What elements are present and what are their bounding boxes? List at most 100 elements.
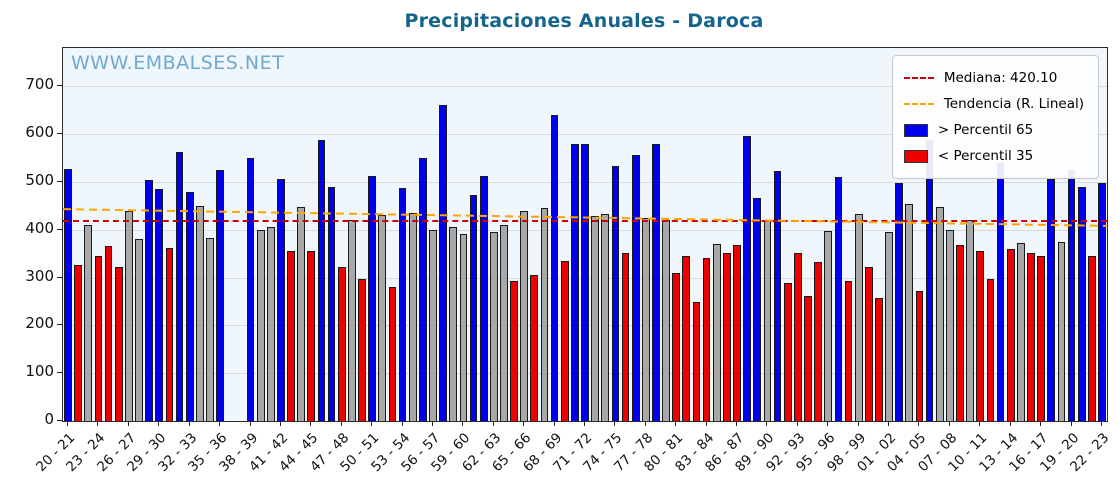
median-line <box>63 220 1107 223</box>
bar <box>540 208 549 421</box>
bar <box>408 212 417 421</box>
x-tick-mark <box>857 421 859 426</box>
bar <box>307 251 316 421</box>
bar <box>337 267 346 421</box>
bar <box>875 297 883 421</box>
gridline <box>63 86 1107 88</box>
bar <box>611 166 620 421</box>
y-tick-label: 500 <box>25 170 54 189</box>
bar <box>256 229 265 421</box>
x-tick-mark <box>462 421 464 426</box>
bar <box>388 287 397 421</box>
legend-p35-label: < Percentil 35 <box>937 148 1034 164</box>
y-tick-label: 0 <box>44 410 54 428</box>
bar <box>601 214 610 421</box>
x-tick-mark <box>219 421 221 426</box>
bar <box>64 169 72 421</box>
bar <box>864 267 873 421</box>
bar <box>581 143 589 421</box>
bar <box>429 229 437 421</box>
bar <box>287 251 295 421</box>
x-tick-mark <box>492 421 494 426</box>
bar <box>327 186 336 421</box>
legend-trend-label: Tendencia (R. Lineal) <box>943 96 1084 112</box>
legend-item-p35: < Percentil 35 <box>903 143 1084 169</box>
bar <box>216 169 224 421</box>
legend: Mediana: 420.10 Tendencia (R. Lineal) > … <box>891 55 1099 179</box>
legend-item-trend: Tendencia (R. Lineal) <box>903 91 1084 117</box>
bar <box>479 176 488 421</box>
bar <box>986 278 995 421</box>
x-tick-mark <box>340 421 342 426</box>
bar <box>358 278 366 421</box>
bar <box>94 256 103 421</box>
bar <box>966 220 975 421</box>
gridline <box>63 134 1107 136</box>
bar <box>74 264 83 421</box>
bar <box>692 302 701 421</box>
x-tick-mark <box>675 421 677 426</box>
bar <box>844 281 853 421</box>
bar <box>570 143 579 421</box>
bar <box>793 252 802 421</box>
bar <box>895 182 904 421</box>
bar <box>449 227 458 421</box>
bar <box>905 204 914 421</box>
legend-p65-label: > Percentil 65 <box>937 122 1034 138</box>
x-tick-mark <box>523 421 525 426</box>
x-tick-mark <box>827 421 829 426</box>
bar <box>266 227 275 421</box>
bar <box>652 143 660 421</box>
bar <box>459 233 468 421</box>
bar <box>712 244 721 421</box>
x-tick-mark <box>97 421 99 426</box>
watermark: WWW.EMBALSES.NET <box>71 52 285 74</box>
bar <box>854 214 863 421</box>
x-tick-mark <box>796 421 798 426</box>
bar <box>662 220 670 421</box>
x-tick-mark <box>888 421 890 426</box>
x-tick-mark <box>158 421 160 426</box>
bar <box>702 258 711 421</box>
bar <box>1067 169 1076 421</box>
bar <box>155 189 164 421</box>
x-tick-mark <box>401 421 403 426</box>
y-tick-mark <box>57 420 62 421</box>
x-tick-mark <box>644 421 646 426</box>
bar <box>560 260 569 421</box>
bar <box>418 158 427 421</box>
bar <box>368 176 376 421</box>
bar <box>145 179 154 421</box>
bar <box>195 205 204 421</box>
x-tick-mark <box>736 421 738 426</box>
y-tick-label: 100 <box>25 362 54 381</box>
x-tick-mark <box>918 421 920 426</box>
bar <box>1016 243 1025 421</box>
bar <box>834 177 843 421</box>
bar <box>104 245 113 421</box>
x-tick-mark <box>249 421 251 426</box>
bar <box>1057 241 1066 421</box>
bar <box>723 252 731 421</box>
bar <box>378 215 387 421</box>
bar <box>125 210 133 421</box>
y-tick-mark <box>57 180 62 182</box>
bar <box>804 295 812 421</box>
bar <box>743 136 752 421</box>
bar <box>783 283 792 421</box>
bar <box>165 247 174 421</box>
y-tick-mark <box>57 372 62 374</box>
legend-item-median: Mediana: 420.10 <box>903 65 1084 91</box>
bar <box>733 245 741 421</box>
bar <box>915 290 924 421</box>
bar <box>682 256 691 421</box>
bar <box>956 245 964 421</box>
y-tick-mark <box>57 276 62 278</box>
bar <box>398 187 407 421</box>
bar <box>317 140 326 421</box>
chart-title: Precipitaciones Anuales - Daroca <box>404 10 764 32</box>
bar <box>1037 256 1045 421</box>
y-tick-label: 200 <box>25 314 54 333</box>
x-tick-mark <box>279 421 281 426</box>
bar <box>1027 252 1035 421</box>
